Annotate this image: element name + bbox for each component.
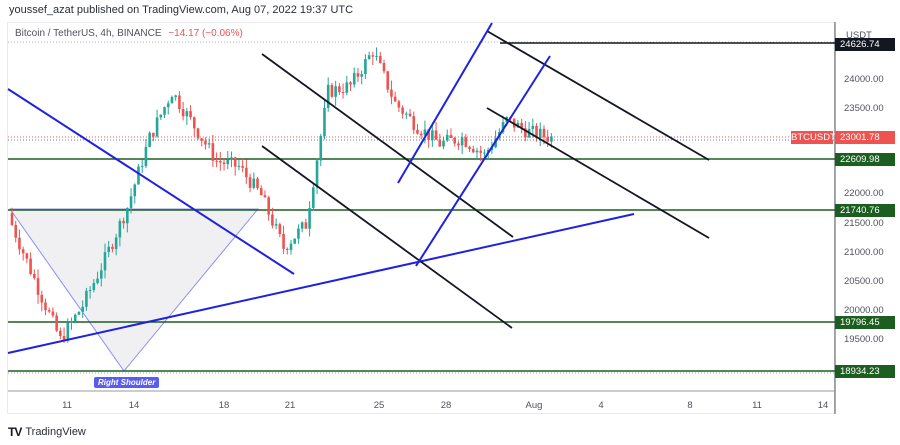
time-tick: 18 [218,400,230,411]
price-tick: 21500.00 [844,218,884,229]
time-tick: 28 [440,400,452,411]
price-tick: 19500.00 [844,334,884,345]
tradingview-logo-icon: TV [8,425,22,439]
footer: TV TradingView [8,425,86,439]
descending-channel-1[interactable] [261,53,514,329]
descending-channel-2[interactable] [486,30,710,239]
time-tick: 8 [687,400,693,411]
level-tag: 22609.98 [835,153,895,166]
brand-name[interactable]: TradingView [25,426,86,438]
currency-label: USDT [846,30,872,41]
time-tick: 4 [598,400,604,411]
time-tick: 21 [284,400,296,411]
symbol-description: Bitcoin / TetherUS, 4h, BINANCE [15,28,162,39]
time-tick: Aug [525,400,543,411]
descending-trendline[interactable] [7,88,295,275]
ascending-trendline[interactable] [7,213,635,354]
price-tick: 21000.00 [844,247,884,258]
symbol-tag: BTCUSDT [791,131,836,144]
level-tag: 21740.76 [835,204,895,217]
time-tick: 14 [817,400,829,411]
ascending-channel[interactable] [397,22,551,267]
chart-legend: Bitcoin / TetherUS, 4h, BINANCE −14.17 (… [15,28,243,39]
price-tick: 23500.00 [844,103,884,114]
time-tick: 11 [62,400,72,411]
price-tick: 24000.00 [844,74,884,85]
level-tag: 18934.23 [835,365,895,378]
level-tag: 19796.45 [835,316,895,329]
price-tick: 22000.00 [844,188,884,199]
price-tick: 20500.00 [844,276,884,287]
time-tick: 11 [752,400,762,411]
price-change: −14.17 (−0.06%) [168,28,243,39]
right-shoulder-label[interactable]: Right Shoulder [94,377,160,388]
time-tick: 25 [373,400,385,411]
last-price-tag: 23001.78 [835,131,895,144]
right-shoulder-pattern[interactable] [9,208,260,372]
price-tick: 20000.00 [844,305,884,316]
time-tick: 14 [128,400,140,411]
high-price-tag: 24626.74 [835,38,895,51]
candlesticks [10,47,553,343]
publisher-header: youssef_azat published on TradingView.co… [9,4,354,16]
